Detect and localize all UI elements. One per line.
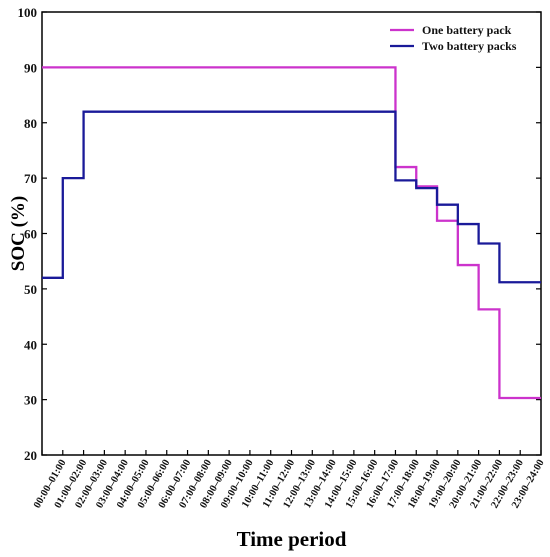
series-line-2 [42,110,541,284]
y-axis-title: SOC (%) [8,196,29,271]
y-tick-label: 40 [24,337,37,352]
plot-frame [41,11,542,456]
series-line-1 [42,66,541,400]
y-tick-label: 20 [24,448,37,463]
legend-label-2: Two battery packs [422,39,517,53]
y-tick-label: 60 [24,227,37,242]
x-axis-ticks: 00:00–01:0001:00–02:0002:00–03:0003:00–0… [32,450,547,510]
y-tick-label: 90 [24,60,37,75]
series-layer [42,66,541,400]
legend-label-1: One battery pack [422,23,512,37]
y-tick-label: 50 [24,282,37,297]
y-tick-label: 30 [24,393,37,408]
plot-area [41,11,542,456]
x-axis-title: Time period [237,527,347,551]
y-tick-label: 80 [24,116,37,131]
y-axis-ticks: 20 30 40 50 60 70 80 90 100 [18,5,541,463]
y-tick-label: 100 [18,5,38,20]
y-tick-label: 70 [24,171,37,186]
legend: One battery pack Two battery packs [390,23,517,53]
